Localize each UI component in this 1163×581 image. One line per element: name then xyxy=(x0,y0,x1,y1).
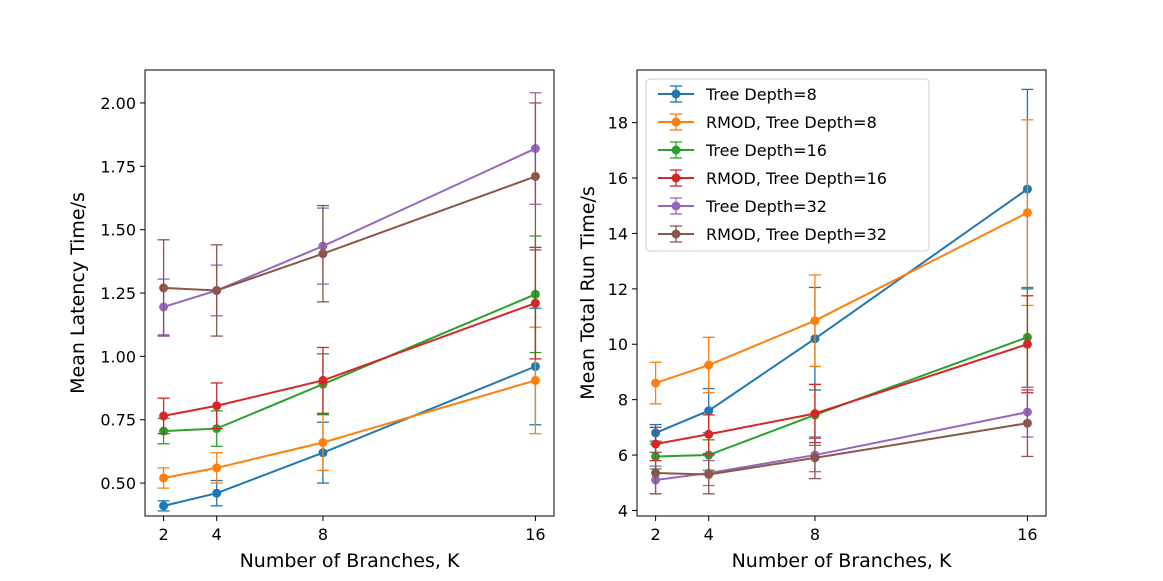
y-tick-label: 0.50 xyxy=(100,474,136,493)
legend-marker xyxy=(671,145,681,155)
plot-frame xyxy=(636,69,1047,517)
legend-label: RMOD, Tree Depth=8 xyxy=(706,113,877,132)
y-axis-label: Mean Total Run Time/s xyxy=(577,186,599,400)
series-4 xyxy=(649,295,1034,462)
y-tick-label: 1.50 xyxy=(100,221,136,240)
y-tick-label: 2.00 xyxy=(100,94,136,113)
data-point xyxy=(704,360,714,370)
data-point xyxy=(704,406,714,416)
data-point xyxy=(159,411,169,421)
data-point xyxy=(159,283,169,293)
series-line xyxy=(163,365,536,507)
series-2 xyxy=(157,326,542,489)
series-2 xyxy=(649,119,1034,405)
series-3 xyxy=(649,286,1034,471)
series-line xyxy=(163,147,536,308)
data-point xyxy=(318,375,328,385)
data-point xyxy=(1022,339,1032,349)
x-axis-label: Number of Branches, K xyxy=(240,550,460,572)
data-point xyxy=(530,298,540,308)
legend-label: Tree Depth=32 xyxy=(705,197,827,216)
series-6 xyxy=(157,102,542,337)
legend-label: Tree Depth=8 xyxy=(705,85,817,104)
series-line xyxy=(163,293,536,433)
y-tick-label: 18 xyxy=(608,114,628,133)
data-point xyxy=(704,469,714,479)
legend-item: Tree Depth=32 xyxy=(658,197,827,216)
data-point xyxy=(159,473,169,483)
legend-marker xyxy=(671,89,681,99)
data-point xyxy=(651,468,661,478)
y-tick-label: 6 xyxy=(618,446,628,465)
series-line xyxy=(655,422,1028,476)
x-tick-label: 2 xyxy=(650,525,660,544)
x-tick-label: 4 xyxy=(212,525,222,544)
x-tick-label: 8 xyxy=(810,525,820,544)
data-point xyxy=(530,171,540,181)
y-tick-label: 10 xyxy=(608,335,628,354)
legend: Tree Depth=8 RMOD, Tree Depth=8 Tree Depth… xyxy=(645,78,930,252)
data-point xyxy=(159,501,169,511)
data-point xyxy=(212,488,222,498)
legend-marker xyxy=(671,201,681,211)
series-line xyxy=(163,175,536,292)
y-tick-label: 14 xyxy=(608,224,628,243)
y-tick-label: 0.75 xyxy=(100,411,136,430)
y-tick-label: 8 xyxy=(618,391,628,410)
y-tick-label: 16 xyxy=(608,169,628,188)
legend-label: Tree Depth=16 xyxy=(705,141,827,160)
legend-item: Tree Depth=8 xyxy=(658,85,817,104)
series-line xyxy=(655,188,1028,434)
data-point xyxy=(318,438,328,448)
y-tick-label: 12 xyxy=(608,280,628,299)
series-line xyxy=(655,411,1028,481)
data-point xyxy=(704,429,714,439)
x-tick-label: 16 xyxy=(1017,525,1037,544)
x-axis-label: Number of Branches, K xyxy=(732,550,952,572)
y-tick-label: 1.25 xyxy=(100,284,136,303)
legend-label: RMOD, Tree Depth=16 xyxy=(706,169,887,188)
y-axis-label: Mean Latency Time/s xyxy=(67,192,89,394)
series-6 xyxy=(649,389,1034,495)
legend-item: RMOD, Tree Depth=32 xyxy=(658,225,887,244)
legend-label: RMOD, Tree Depth=32 xyxy=(706,225,887,244)
y-tick-label: 1.75 xyxy=(100,157,136,176)
series-3 xyxy=(157,235,542,447)
data-point xyxy=(530,375,540,385)
legend-box xyxy=(645,78,930,252)
run-time-chart: 2 4 8 16 4 6 8 10 12 14 16 18 Number of Branches, K M… xyxy=(577,69,1047,572)
series-line xyxy=(655,336,1028,458)
data-point xyxy=(212,285,222,295)
y-tick-label: 4 xyxy=(618,501,628,520)
data-point xyxy=(810,409,820,419)
series-4 xyxy=(157,246,542,435)
legend-item: RMOD, Tree Depth=8 xyxy=(658,113,877,132)
legend-item: RMOD, Tree Depth=16 xyxy=(658,169,887,188)
series-5 xyxy=(157,92,542,336)
series-line xyxy=(163,302,536,417)
y-tick-label: 1.00 xyxy=(100,347,136,366)
latency-chart: 2 4 8 16 0.50 0.75 1.00 1.25 1.50 1.75 2.00 Number … xyxy=(67,69,555,572)
legend-marker xyxy=(671,229,681,239)
data-point xyxy=(318,249,328,259)
data-point xyxy=(810,316,820,326)
series-line xyxy=(655,211,1028,384)
x-tick-label: 16 xyxy=(525,525,545,544)
series-line xyxy=(655,343,1028,445)
data-point xyxy=(1022,208,1032,218)
data-point xyxy=(651,439,661,449)
series-line xyxy=(163,379,536,479)
data-point xyxy=(212,401,222,411)
legend-item: Tree Depth=16 xyxy=(658,141,827,160)
x-tick-label: 2 xyxy=(158,525,168,544)
data-point xyxy=(1022,418,1032,428)
data-point xyxy=(810,453,820,463)
legend-marker xyxy=(671,173,681,183)
data-point xyxy=(212,463,222,473)
x-tick-label: 8 xyxy=(318,525,328,544)
data-point xyxy=(651,378,661,388)
legend-marker xyxy=(671,117,681,127)
x-tick-label: 4 xyxy=(704,525,714,544)
